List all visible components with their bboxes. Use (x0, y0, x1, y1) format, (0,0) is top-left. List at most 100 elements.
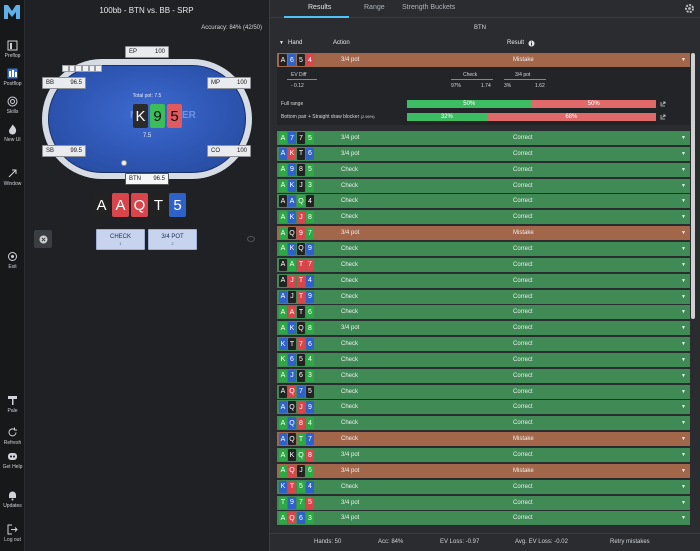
seat-co[interactable]: CO 100 (207, 145, 251, 157)
expand-chevron-icon[interactable]: ▼ (681, 325, 686, 332)
result-row[interactable]: A 6 5 4 3/4 pot Mistake ▼ (277, 53, 690, 67)
result-row[interactable]: A J T 4 Check Correct ▼ (277, 273, 690, 288)
mini-card: 8 (306, 449, 314, 461)
header-hand[interactable]: Hand (288, 40, 303, 46)
row-action: Check (341, 356, 359, 363)
sidebar-item-new-ui[interactable]: New UI (0, 124, 25, 143)
expand-chevron-icon[interactable]: ▼ (681, 499, 686, 506)
preflop-icon (7, 40, 18, 51)
gear-icon[interactable] (684, 3, 695, 14)
scrollbar[interactable] (691, 53, 695, 319)
expand-chevron-icon[interactable]: ▼ (681, 467, 686, 474)
expand-chevron-icon[interactable]: ▼ (681, 166, 686, 173)
seat-ep[interactable]: EP 100 (125, 46, 169, 58)
sidebar-item-pale[interactable]: Pale (0, 395, 25, 414)
tab-strength-buckets[interactable]: Strength Buckets (402, 4, 456, 11)
expand-chevron-icon[interactable]: ▼ (681, 135, 686, 141)
expand-chevron-icon[interactable]: ▼ (681, 483, 686, 490)
result-row[interactable]: A Q T 7 Check Mistake ▼ (277, 432, 690, 447)
sidebar-item-refresh[interactable]: Refresh (0, 427, 25, 446)
expand-chevron-icon[interactable]: ▼ (681, 388, 686, 395)
three-quarter-pot-button[interactable]: 3/4 POT 2 (148, 229, 197, 250)
sidebar-item-get-help[interactable]: Get Help (0, 451, 25, 470)
tab-results[interactable]: Results (308, 4, 332, 11)
result-row[interactable]: A Q J 9 Check Correct ▼ (277, 400, 690, 415)
expand-chevron-icon[interactable]: ▼ (681, 452, 686, 458)
result-row[interactable]: A 7 7 5 3/4 pot Correct ▼ (277, 131, 690, 145)
sidebar-item-updates[interactable]: Updates (0, 490, 25, 509)
expand-chevron-icon[interactable]: ▼ (681, 372, 686, 379)
expand-chevron-icon[interactable]: ▼ (681, 214, 686, 221)
accuracy-value: 84% (42/50) (229, 25, 262, 31)
expand-chevron-icon[interactable]: ▼ (681, 404, 686, 411)
sidebar-item-window[interactable]: Window (0, 168, 25, 187)
row-result: Correct (513, 452, 533, 458)
expand-chevron-icon[interactable]: ▼ (681, 515, 686, 522)
result-row[interactable]: T 9 7 5 3/4 pot Correct ▼ (277, 495, 690, 510)
app-logo-icon[interactable] (3, 4, 21, 20)
eye-icon[interactable] (247, 236, 255, 242)
result-row[interactable]: A A T 7 Check Correct ▼ (277, 257, 690, 272)
external-link-icon[interactable] (660, 101, 666, 107)
sort-caret-icon[interactable]: ▼ (279, 40, 284, 46)
header-action[interactable]: Action (333, 40, 350, 46)
expand-chevron-icon[interactable]: ▼ (681, 293, 686, 300)
mini-card: A (279, 163, 287, 176)
result-row[interactable]: A K Q 8 3/4 pot Correct ▼ (277, 448, 690, 462)
result-row[interactable]: A K Q 9 Check Correct ▼ (277, 241, 690, 256)
external-link-icon[interactable] (660, 114, 666, 120)
result-row[interactable]: K T 5 4 Check Correct ▼ (277, 479, 690, 494)
mini-card: A (279, 322, 287, 335)
result-row[interactable]: A Q 9 7 3/4 pot Mistake ▼ (277, 226, 690, 241)
result-row[interactable]: A Q 7 5 Check Correct ▼ (277, 384, 690, 399)
expand-chevron-icon[interactable]: ▼ (681, 245, 686, 252)
result-row[interactable]: A Q 6 3 3/4 pot Correct ▼ (277, 511, 690, 526)
expand-chevron-icon[interactable]: ▼ (681, 198, 686, 205)
row-action: 3/4 pot (341, 135, 360, 141)
expand-chevron-icon[interactable]: ▼ (681, 261, 686, 268)
check-button[interactable]: CHECK 1 (96, 229, 145, 250)
seat-mp[interactable]: MP 100 (207, 77, 251, 89)
row-result: Correct (513, 166, 533, 173)
info-icon[interactable] (528, 40, 535, 47)
close-button[interactable] (34, 230, 52, 248)
result-row[interactable]: A K J 8 Check Correct ▼ (277, 210, 690, 225)
sidebar-item-exit[interactable]: Exit (0, 251, 25, 270)
expand-chevron-icon[interactable]: ▼ (681, 420, 686, 427)
sidebar-item-postflop[interactable]: Postflop (0, 68, 25, 87)
ev-diff-label: EV Diff (291, 72, 307, 78)
header-result[interactable]: Result (507, 40, 525, 46)
sidebar-item-skills[interactable]: Skills (0, 96, 25, 115)
result-row[interactable]: K T 7 6 Check Correct ▼ (277, 337, 690, 352)
expand-chevron-icon[interactable]: ▼ (681, 57, 686, 63)
expand-chevron-icon[interactable]: ▼ (681, 341, 686, 348)
expand-chevron-icon[interactable]: ▼ (681, 230, 686, 237)
sidebar-item-preflop[interactable]: Preflop (0, 40, 25, 59)
seat-bb[interactable]: BB 96.5 (42, 77, 86, 89)
close-icon (39, 235, 47, 243)
mini-card: T (297, 433, 305, 446)
expand-chevron-icon[interactable]: ▼ (681, 436, 686, 443)
mini-card: A (279, 417, 287, 430)
retry-mistakes-button[interactable]: Retry mistakes (610, 539, 650, 545)
result-row[interactable]: A J T 9 Check Correct ▼ (277, 289, 690, 304)
expand-chevron-icon[interactable]: ▼ (681, 182, 686, 189)
result-row[interactable]: A K T 6 3/4 pot Correct ▼ (277, 146, 690, 161)
result-row[interactable]: K 6 5 4 Check Correct ▼ (277, 352, 690, 367)
result-row[interactable]: A A T 6 Check Correct ▼ (277, 305, 690, 320)
result-row[interactable]: A Q J 6 3/4 pot Mistake ▼ (277, 463, 690, 478)
expand-chevron-icon[interactable]: ▼ (681, 150, 686, 157)
expand-chevron-icon[interactable]: ▼ (681, 356, 686, 363)
result-row[interactable]: A J 6 3 Check Correct ▼ (277, 368, 690, 383)
result-row[interactable]: A 9 8 5 Check Correct ▼ (277, 162, 690, 177)
expand-chevron-icon[interactable]: ▼ (681, 309, 686, 316)
expand-chevron-icon[interactable]: ▼ (681, 277, 686, 284)
result-row[interactable]: A K Q 8 3/4 pot Correct ▼ (277, 321, 690, 336)
tab-range[interactable]: Range (364, 4, 385, 11)
seat-btn[interactable]: BTN 96.5 (125, 173, 169, 185)
seat-sb[interactable]: SB 99.5 (42, 145, 86, 157)
result-row[interactable]: A Q 8 4 Check Correct ▼ (277, 416, 690, 431)
result-row[interactable]: A K J 3 Check Correct ▼ (277, 178, 690, 193)
result-row[interactable]: A A Q 4 Check Correct ▼ (277, 194, 690, 209)
sidebar-item-log-out[interactable]: Log out (0, 524, 25, 543)
